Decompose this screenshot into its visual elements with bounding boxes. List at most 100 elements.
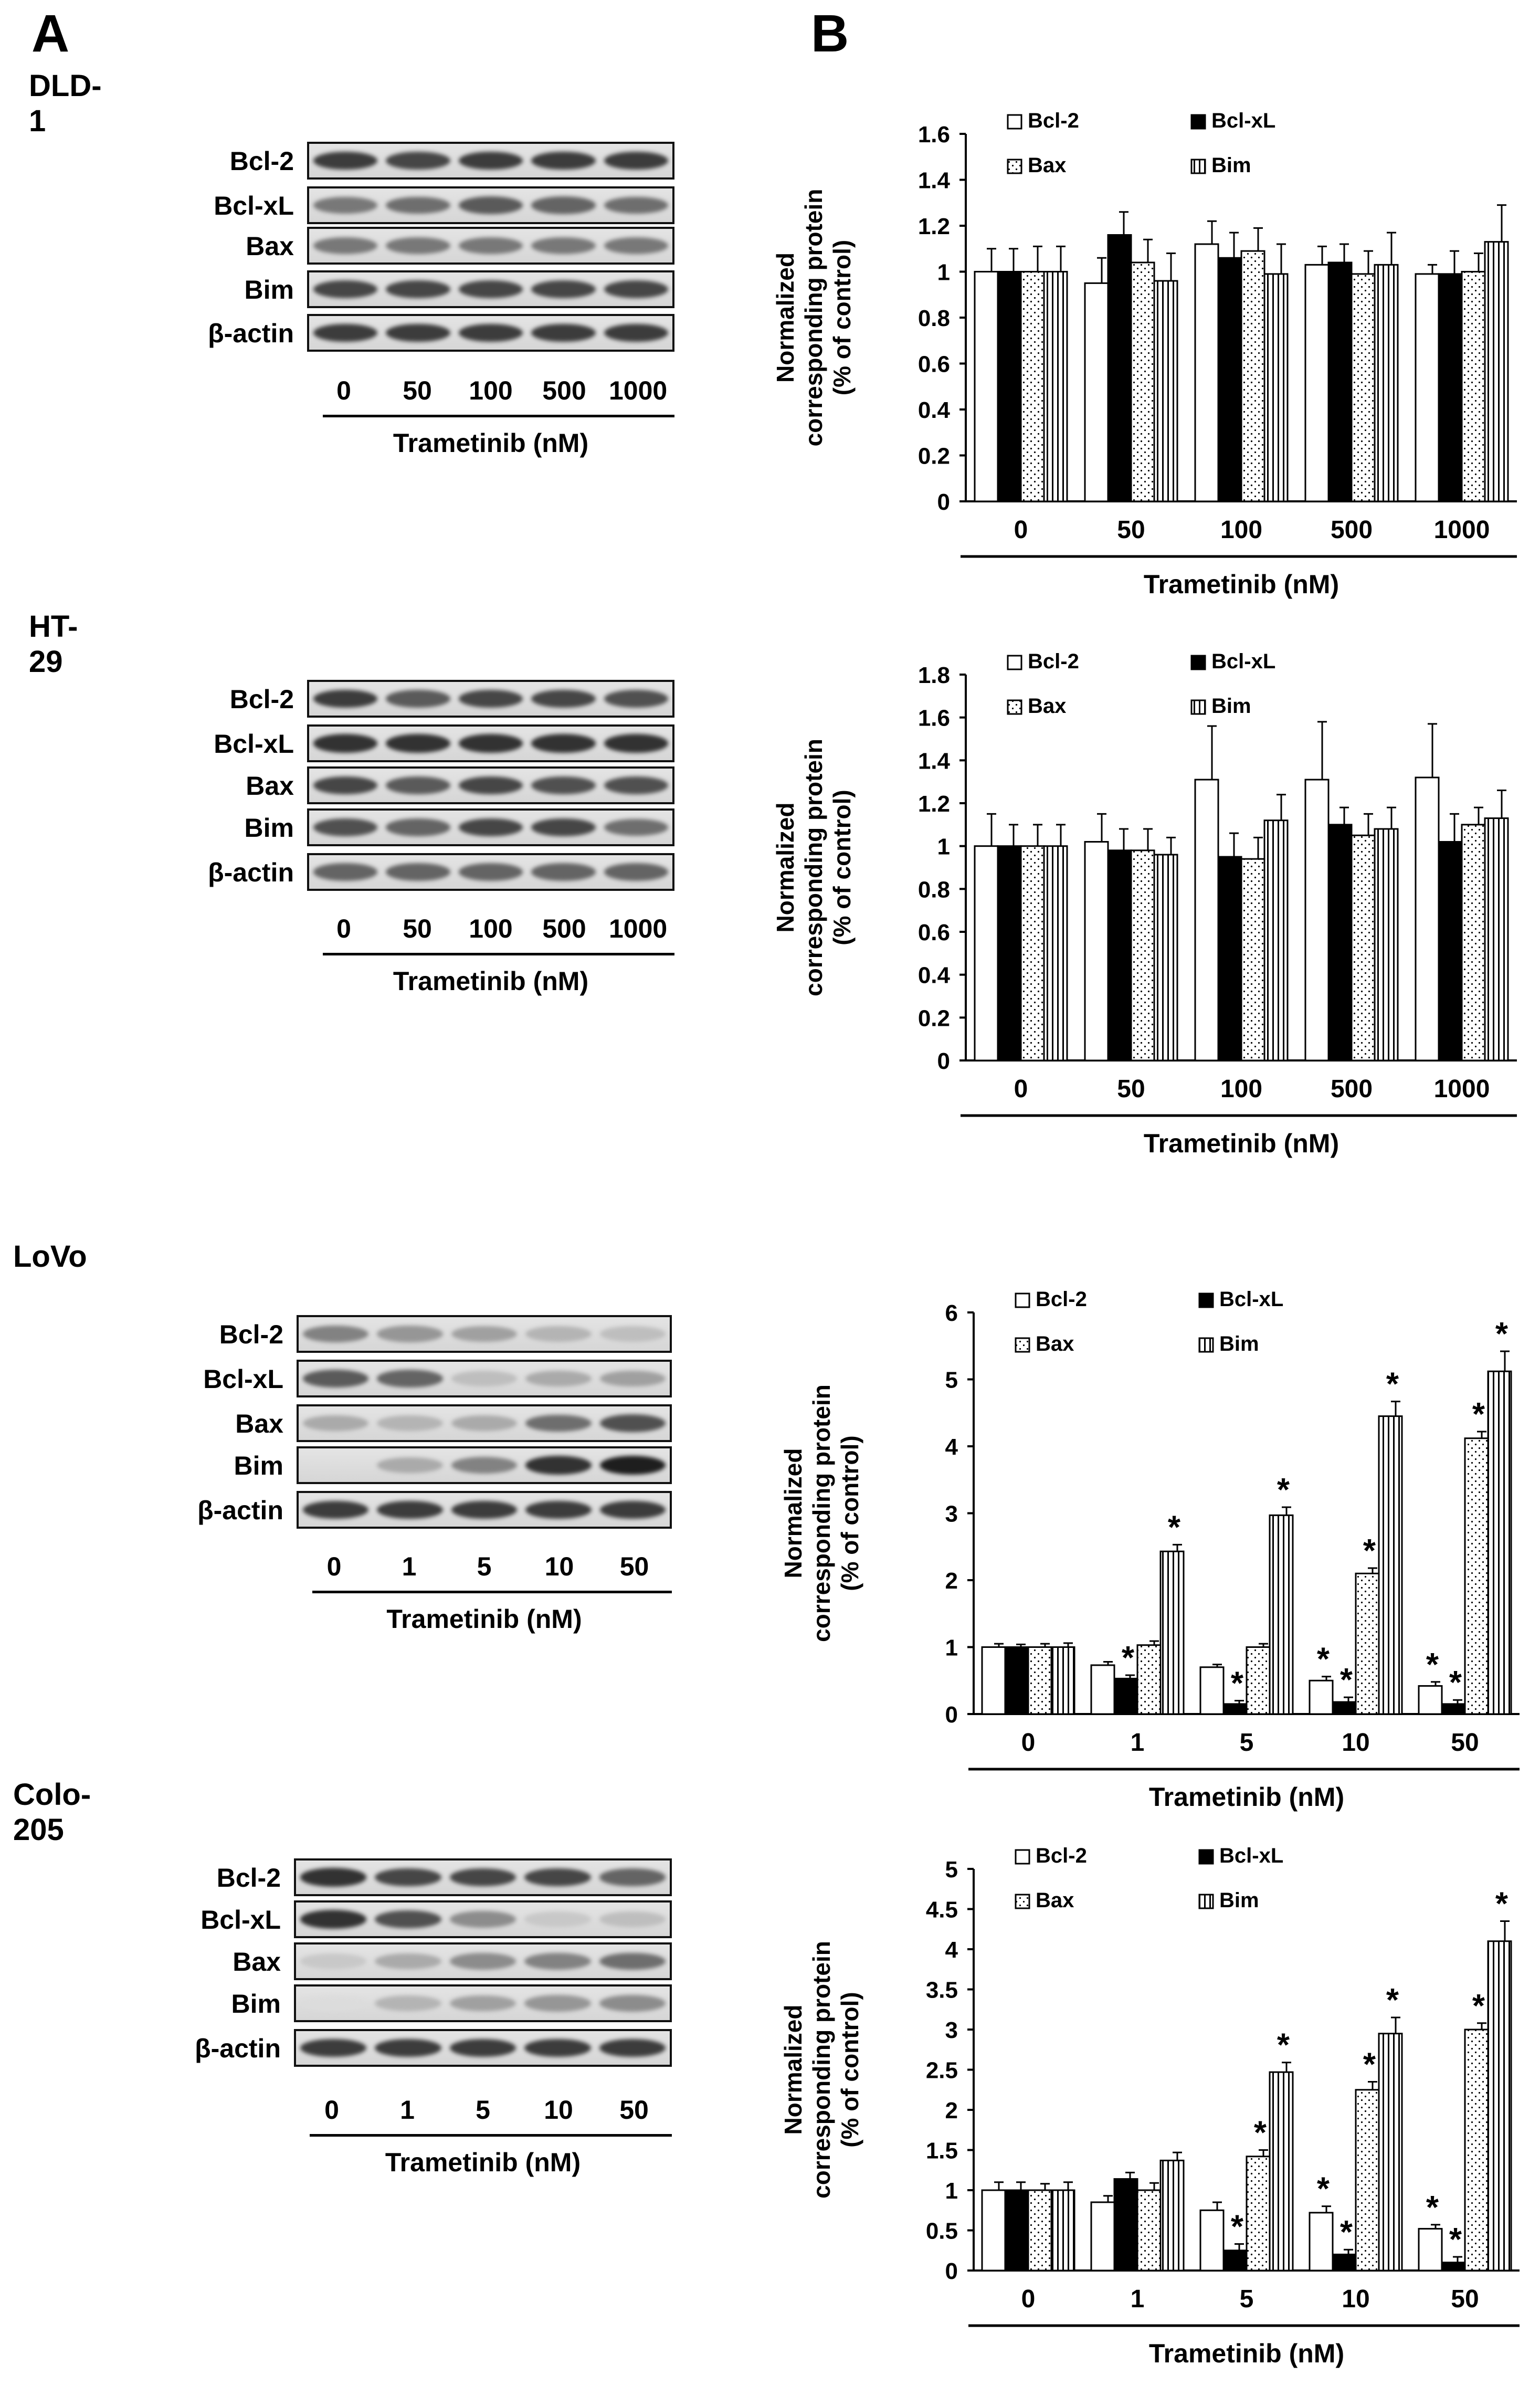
- blot-band: [531, 689, 596, 708]
- blot-band: [524, 1953, 591, 1970]
- y-tick-label: 0.6: [918, 920, 950, 945]
- blot-band: [386, 151, 450, 170]
- blot-band: [377, 1457, 443, 1474]
- bar: [997, 845, 1022, 1061]
- bar: [1136, 1644, 1162, 1715]
- blot-band: [604, 734, 668, 753]
- blot-strip: [294, 2029, 672, 2067]
- bar: [1332, 2253, 1357, 2272]
- bar: [1199, 2209, 1225, 2272]
- bar: [1084, 841, 1109, 1061]
- blot-band: [313, 818, 378, 836]
- significance-star: *: [1472, 1988, 1485, 2024]
- blot-band: [599, 2038, 666, 2057]
- x-tick-label: 500: [1331, 1075, 1373, 1103]
- blot-band: [313, 196, 378, 214]
- blot-strip: [307, 724, 674, 762]
- bar: [1351, 834, 1376, 1061]
- legend-swatch: [1007, 655, 1022, 670]
- significance-star: *: [1472, 1396, 1485, 1433]
- blot-band: [375, 1953, 441, 1970]
- blot-band: [449, 1911, 516, 1928]
- blot-strip: [297, 1491, 672, 1529]
- blot-band: [300, 1910, 367, 1929]
- legend-swatch: [1198, 1849, 1214, 1865]
- bar: [1090, 2201, 1115, 2272]
- dose-label: 50: [403, 376, 432, 405]
- y-axis-title-line: corresponding protein: [800, 189, 827, 447]
- significance-star: *: [1363, 2046, 1376, 2083]
- dose-label: 10: [544, 2095, 573, 2125]
- bar: [1327, 824, 1353, 1061]
- bar: [1378, 2033, 1403, 2272]
- y-tick-label: 3.5: [926, 1978, 958, 2003]
- y-tick-label: 3: [945, 2017, 958, 2043]
- legend-swatch: [1198, 1292, 1214, 1308]
- dose-label: 1000: [609, 376, 668, 405]
- bar: [1113, 2178, 1138, 2272]
- bar: [1487, 1940, 1512, 2272]
- blot-strip: [294, 1942, 672, 1980]
- y-tick-label: 1.6: [918, 122, 950, 148]
- blot-band: [531, 734, 596, 753]
- bar: [1464, 1437, 1489, 1715]
- bar: [1159, 1550, 1185, 1715]
- blot-row-label: Bcl-2: [229, 146, 294, 176]
- y-tick-label: 1: [945, 2178, 958, 2204]
- significance-star: *: [1317, 2171, 1330, 2208]
- bar: [1136, 2189, 1162, 2272]
- dose-label: 500: [542, 914, 586, 943]
- cell-line-label: HT-29: [29, 609, 78, 679]
- significance-star: *: [1168, 1509, 1181, 1546]
- bar: [1027, 2189, 1052, 2272]
- x-tick-label: 0: [1021, 2285, 1036, 2313]
- bar: [1263, 819, 1289, 1061]
- dose-label: 5: [476, 2095, 490, 2125]
- bar-chart-2: 0 0.2 0.4 0.6 0.8 1 1.2 1.4 1.6 1.8 Normalized corr…: [772, 650, 1517, 1158]
- bar: [1246, 2156, 1271, 2272]
- blot-band: [458, 151, 523, 170]
- legend-label: Bcl-xL: [1211, 109, 1275, 132]
- bar: [1441, 1703, 1466, 1715]
- y-axis-title-line: (% of control): [828, 790, 856, 945]
- legend-swatch: [1190, 114, 1206, 130]
- bar: [1351, 273, 1376, 502]
- dose-label: 50: [619, 2095, 649, 2125]
- dose-label: 500: [542, 376, 586, 405]
- blot-band: [386, 776, 450, 794]
- legend-label: Bcl-2: [1036, 1844, 1087, 1867]
- y-tick-label: 1.4: [918, 748, 951, 774]
- legend-label: Bim: [1219, 1332, 1259, 1355]
- bar: [1269, 1514, 1294, 1715]
- bar: [974, 271, 999, 502]
- bar: [1240, 858, 1265, 1061]
- bar: [1050, 1646, 1075, 1715]
- blot-row-label: β-actin: [197, 1496, 283, 1525]
- legend-swatch: [1198, 1894, 1214, 1909]
- bar: [1153, 280, 1178, 502]
- bar: [1332, 1701, 1357, 1715]
- bar: [1107, 849, 1132, 1061]
- y-axis-title: Normalized corresponding protein (% of con…: [779, 1384, 863, 1642]
- bar: [1084, 282, 1109, 502]
- bar: [1217, 856, 1242, 1061]
- dose-label: 1: [402, 1552, 417, 1581]
- blot-band: [458, 280, 523, 299]
- blot-band: [377, 1415, 443, 1431]
- bar: [1418, 1685, 1443, 1715]
- blot-band: [531, 196, 596, 214]
- bar-chart-1: 0 0.2 0.4 0.6 0.8 1 1.2 1.4 1.6 Normalized corresp…: [772, 109, 1517, 599]
- blot-band: [449, 1953, 516, 1970]
- bar: [1199, 1666, 1225, 1715]
- legend-swatch: [1007, 159, 1022, 174]
- x-axis-title: Trametinib (nM): [1144, 1129, 1339, 1158]
- bar: [981, 2189, 1006, 2272]
- legend-swatch: [1015, 1894, 1030, 1909]
- blot-band: [524, 1995, 591, 2012]
- legend-label: Bax: [1036, 1889, 1074, 1912]
- blot-band: [375, 2038, 441, 2057]
- bar: [1484, 241, 1509, 502]
- legend-swatch: [1007, 699, 1022, 715]
- bar: [1415, 776, 1440, 1061]
- blot-band: [531, 323, 596, 342]
